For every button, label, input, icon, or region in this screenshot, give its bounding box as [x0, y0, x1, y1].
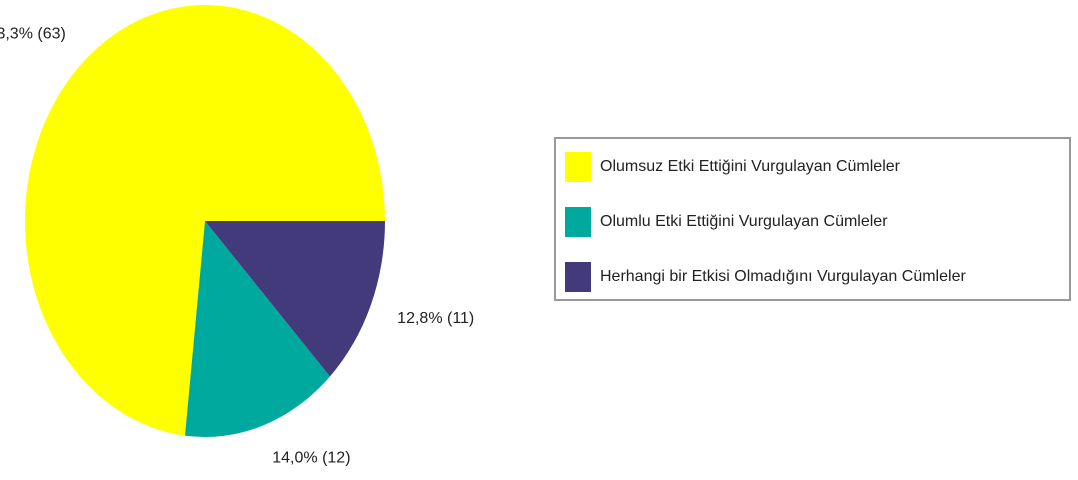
data-label: 73,3% (63)	[0, 25, 66, 42]
legend-swatch	[565, 262, 591, 292]
data-label: 12,8% (11)	[397, 310, 474, 327]
legend-box	[554, 137, 1071, 301]
data-label: 14,0% (12)	[272, 449, 350, 466]
legend-label: Herhangi bir Etkisi Olmadığını Vurgulaya…	[600, 268, 966, 285]
legend-swatch	[565, 152, 591, 182]
pie-slice	[205, 221, 385, 377]
legend-swatch	[565, 207, 591, 237]
pie-slice	[184, 221, 330, 437]
legend-label: Olumlu Etki Ettiğini Vurgulayan Cümleler	[600, 213, 888, 230]
pie-slice	[24, 5, 385, 436]
legend-label: Olumsuz Etki Ettiğini Vurgulayan Cümlele…	[600, 158, 901, 175]
